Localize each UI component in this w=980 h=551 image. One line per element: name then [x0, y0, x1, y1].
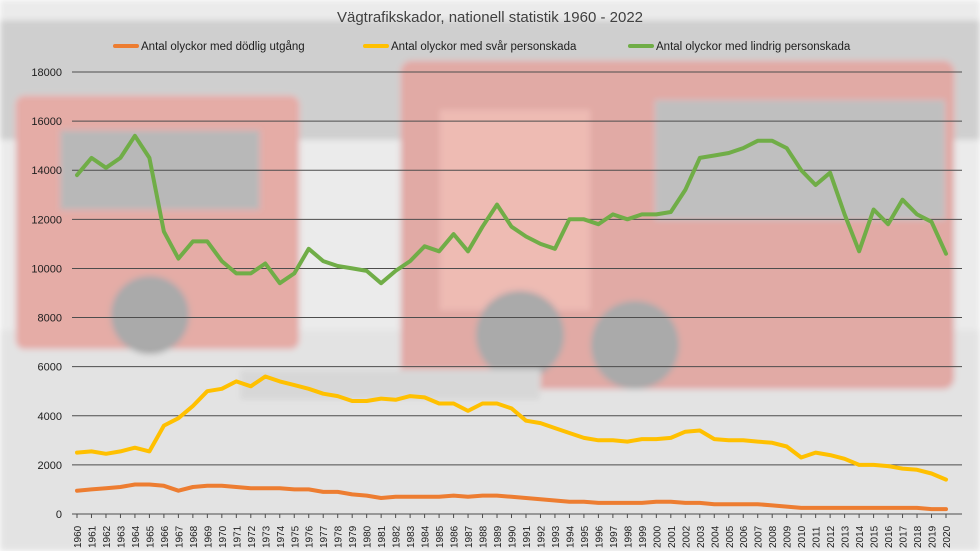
x-tick-label: 2020 [942, 525, 953, 548]
x-tick-label: 1987 [464, 525, 475, 548]
x-tick-label: 1986 [450, 525, 461, 548]
x-tick-label: 1978 [334, 525, 345, 548]
x-tick-label: 1969 [203, 525, 214, 548]
x-tick-label: 1990 [508, 525, 519, 548]
x-tick-label: 2003 [696, 525, 707, 548]
y-tick-label: 10000 [31, 263, 62, 275]
y-tick-label: 12000 [31, 214, 62, 226]
x-tick-label: 2002 [681, 525, 692, 548]
x-tick-label: 1970 [218, 525, 229, 548]
x-tick-label: 1961 [87, 525, 98, 548]
series-line-3 [75, 133, 948, 286]
y-tick-label: 8000 [38, 313, 62, 325]
x-axis: 1960 1961 1962 1963 1964 1965 1966 1967 1968 1969… [73, 514, 953, 548]
x-tick-label: 2014 [855, 525, 866, 548]
legend-label: Antal olyckor med lindrig personskada [656, 41, 851, 53]
y-tick-label: 14000 [31, 165, 62, 177]
x-tick-label: 2010 [797, 525, 808, 548]
series-lines [75, 133, 948, 512]
x-tick-label: 1988 [479, 525, 490, 548]
y-tick-label: 4000 [38, 411, 62, 423]
x-tick-label: 1968 [189, 525, 200, 548]
chart-title: Vägtrafikskador, nationell statistik 196… [337, 9, 643, 26]
x-tick-label: 1964 [131, 525, 142, 548]
y-tick-label: 6000 [38, 362, 62, 374]
x-tick-label: 1975 [290, 525, 301, 548]
x-tick-label: 1985 [435, 525, 446, 548]
x-tick-label: 2007 [754, 525, 765, 548]
x-tick-label: 1977 [319, 525, 330, 548]
x-tick-label: 2004 [710, 525, 721, 548]
x-tick-label: 2000 [652, 525, 663, 548]
x-tick-label: 1984 [421, 525, 432, 548]
x-tick-label: 1994 [565, 525, 576, 548]
x-tick-label: 1963 [116, 525, 127, 548]
x-tick-label: 1998 [623, 525, 634, 548]
x-tick-label: 1983 [406, 525, 417, 548]
legend: Antal olyckor med dödlig utgång Antal oly… [113, 41, 851, 53]
y-tick-label: 0 [56, 509, 62, 521]
x-tick-label: 1976 [305, 525, 316, 548]
x-tick-label: 2016 [884, 525, 895, 548]
x-tick-label: 1979 [348, 525, 359, 548]
x-tick-label: 2017 [899, 525, 910, 548]
x-tick-label: 2009 [783, 525, 794, 548]
y-tick-label: 2000 [38, 460, 62, 472]
x-tick-label: 1973 [261, 525, 272, 548]
x-tick-label: 1960 [73, 525, 84, 548]
x-tick-label: 1971 [232, 525, 243, 548]
x-tick-label: 1962 [102, 525, 113, 548]
x-tick-label: 2012 [826, 525, 837, 548]
x-tick-label: 1972 [247, 525, 258, 548]
x-tick-label: 2005 [725, 525, 736, 548]
x-tick-label: 2006 [739, 525, 750, 548]
x-tick-label: 1965 [145, 525, 156, 548]
x-tick-label: 1974 [276, 525, 287, 548]
x-tick-label: 1999 [638, 525, 649, 548]
x-tick-label: 1967 [174, 525, 185, 548]
x-tick-label: 2019 [928, 525, 939, 548]
x-tick-label: 1989 [493, 525, 504, 548]
x-tick-label: 1981 [377, 525, 388, 548]
x-tick-label: 2015 [870, 525, 881, 548]
x-tick-label: 1995 [580, 525, 591, 548]
x-tick-label: 1992 [536, 525, 547, 548]
x-tick-label: 2011 [812, 526, 823, 548]
y-tick-label: 16000 [31, 116, 62, 128]
y-tick-label: 18000 [31, 67, 62, 79]
series-line-2 [75, 374, 948, 482]
x-tick-label: 1966 [160, 525, 171, 548]
legend-label: Antal olyckor med svår personskada [391, 41, 577, 53]
gridlines [72, 71, 962, 515]
x-tick-label: 2013 [841, 525, 852, 548]
x-tick-label: 2001 [667, 525, 678, 548]
x-tick-label: 1993 [551, 525, 562, 548]
x-tick-label: 1982 [392, 525, 403, 548]
series-line-1 [75, 482, 948, 512]
x-tick-label: 1991 [522, 525, 533, 548]
x-tick-label: 2018 [913, 525, 924, 548]
x-tick-label: 2008 [768, 525, 779, 548]
x-tick-label: 1996 [594, 525, 605, 548]
x-tick-label: 1997 [609, 525, 620, 548]
legend-label: Antal olyckor med dödlig utgång [141, 41, 305, 53]
x-tick-label: 1980 [363, 525, 374, 548]
y-axis: 0 2000 4000 6000 8000 10000 12000 14000 16000 180… [31, 67, 62, 521]
